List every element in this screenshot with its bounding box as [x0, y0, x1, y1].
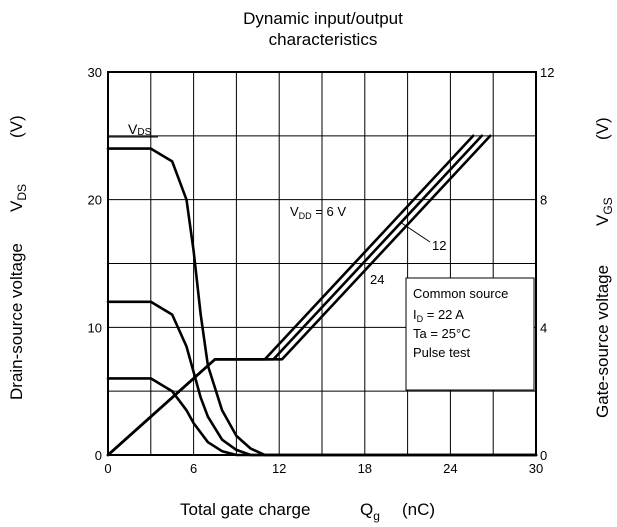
chart-title-line-1: Dynamic input/output — [243, 9, 403, 28]
chart-title-line-2: characteristics — [269, 30, 378, 49]
x-tick-label: 0 — [104, 461, 111, 476]
x-tick-label: 24 — [443, 461, 457, 476]
condition-1: Common source — [413, 286, 508, 301]
vds-curve-vdd-6 — [106, 377, 538, 457]
y-left-tick-label: 30 — [88, 65, 102, 80]
y-left-tick-label: 10 — [88, 320, 102, 335]
x-tick-label: 12 — [272, 461, 286, 476]
series-layer — [106, 134, 538, 457]
vds-annotation: VDS — [128, 121, 152, 138]
y-right-tick-label: 8 — [540, 193, 547, 208]
y-right-tick-label: 0 — [540, 448, 547, 463]
condition-2: ID = 22 A — [413, 307, 464, 324]
x-tick-label: 6 — [190, 461, 197, 476]
label-12-leader — [399, 221, 431, 243]
conditions-box — [405, 277, 535, 391]
x-tick-label: 30 — [529, 461, 543, 476]
y-axis-left-label: Drain-source voltage VDS (V) — [7, 115, 30, 400]
y-right-tick-label: 12 — [540, 65, 554, 80]
vds-curve-vdd-24 — [106, 147, 538, 457]
x-tick-label: 18 — [358, 461, 372, 476]
vgs-curve-vdd-24 — [106, 134, 492, 457]
y-left-tick-label: 20 — [88, 193, 102, 208]
grid — [107, 71, 537, 456]
label-24: 24 — [370, 272, 384, 287]
condition-3: Ta = 25°C — [413, 326, 471, 341]
vdd-annotation: VDD = 6 V — [290, 204, 346, 221]
y-left-tick-label: 0 — [95, 448, 102, 463]
y-right-tick-label: 4 — [540, 320, 547, 335]
condition-4: Pulse test — [413, 345, 470, 360]
label-12: 12 — [432, 238, 446, 253]
vds-curve-vdd-12 — [106, 300, 538, 457]
x-axis-label: Total gate charge Qg (nC) — [180, 500, 435, 524]
y-axis-right-label: Gate-source voltage VGS (V) — [593, 117, 616, 418]
